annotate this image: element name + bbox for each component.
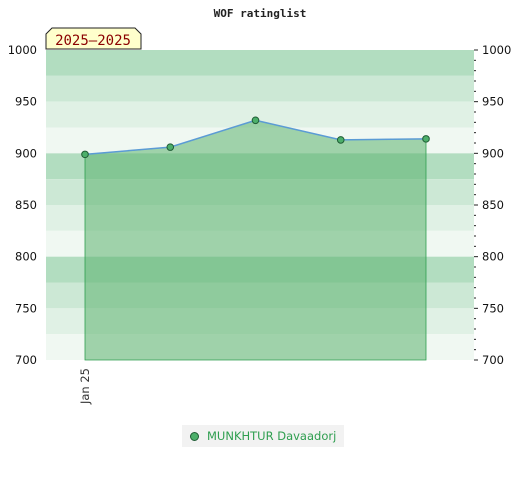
legend-marker-icon	[190, 431, 199, 441]
y-tick-label-right: 800	[482, 250, 504, 264]
background-band	[46, 50, 474, 76]
y-tick-label-left: 850	[15, 198, 37, 212]
period-badge-label: 2025–2025	[55, 33, 131, 49]
series-points	[81, 116, 430, 159]
y-axis-right: 700 750 800 850 900 950 1000	[474, 43, 511, 367]
y-tick-label-right: 750	[482, 301, 504, 315]
y-tick-label-left: 750	[15, 301, 37, 315]
x-axis: Jan 25	[78, 368, 92, 405]
y-tick-label-left: 900	[15, 146, 37, 160]
y-tick-label-right: 1000	[482, 43, 511, 57]
y-tick-label-right: 850	[482, 198, 504, 212]
period-badge-box	[45, 27, 142, 50]
data-point[interactable]	[81, 150, 89, 159]
y-axis-left: 700 750 800 850 900 950 1000	[8, 43, 37, 367]
y-tick-label-right: 700	[482, 353, 504, 367]
background-band	[46, 75, 474, 102]
y-tick-label-right: 950	[482, 95, 504, 109]
data-point[interactable]	[251, 116, 260, 125]
legend: MUNKHTUR Davaadorj	[182, 425, 345, 447]
data-point[interactable]	[336, 136, 345, 144]
y-tick-label-left: 800	[15, 250, 37, 264]
series-area-fill	[84, 119, 427, 361]
y-tick-label-left: 950	[15, 95, 37, 109]
period-badge: 2025–2025	[45, 27, 142, 50]
x-tick-label: Jan 25	[78, 368, 92, 405]
data-point[interactable]	[166, 143, 175, 151]
series-area	[84, 119, 427, 361]
y-tick-label-right: 900	[482, 146, 504, 160]
y-tick-label-left: 700	[15, 353, 37, 367]
chart-title: WOF ratinglist	[214, 7, 307, 20]
legend-series-label: MUNKHTUR Davaadorj	[207, 429, 337, 443]
data-point[interactable]	[422, 135, 430, 143]
y-tick-label-left: 1000	[8, 43, 37, 57]
